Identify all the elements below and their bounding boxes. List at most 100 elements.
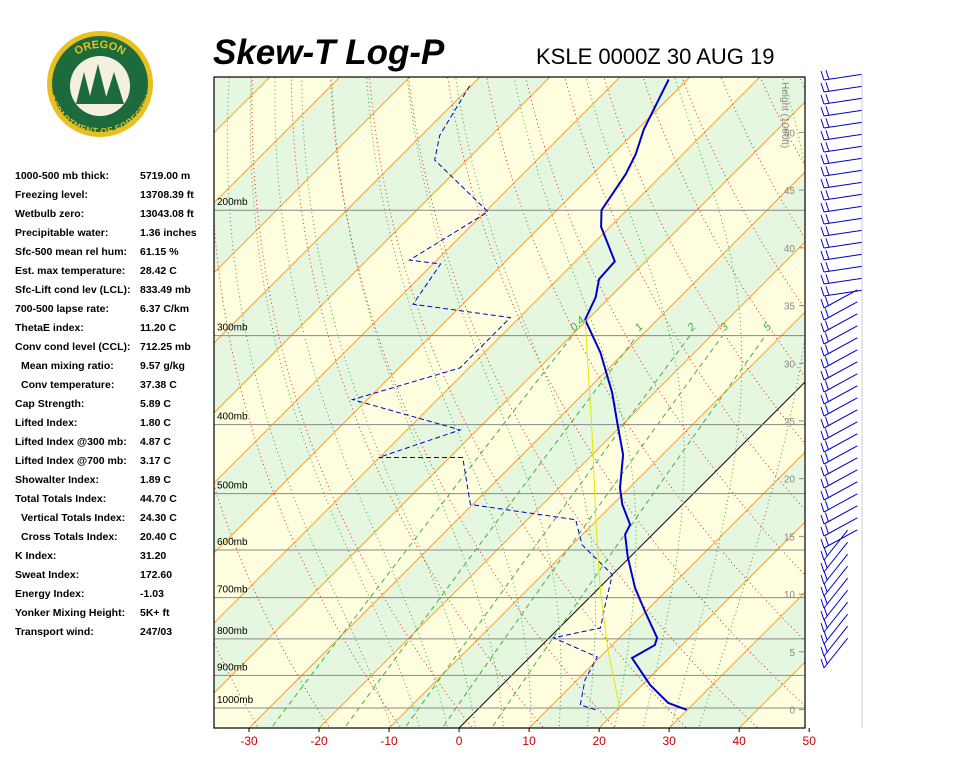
x-tick-label: 20: [592, 734, 606, 748]
barb-staff: [824, 494, 857, 512]
barb-feather: [821, 419, 824, 428]
barb-feather: [821, 359, 824, 368]
index-label: Sfc-500 mean rel hum:: [15, 246, 127, 258]
index-value: 172.60: [140, 569, 172, 581]
barb-feather: [824, 559, 827, 568]
barb-staff: [824, 110, 862, 116]
barb-feather: [826, 82, 829, 91]
barb-feather: [821, 599, 824, 608]
barb-staff: [824, 278, 862, 284]
x-tick-label: -10: [380, 734, 398, 748]
index-label: Yonker Mixing Height:: [15, 607, 125, 619]
barb-feather: [826, 130, 829, 139]
barb-feather: [821, 263, 824, 272]
barb-staff: [824, 554, 848, 584]
barb-feather: [826, 178, 829, 187]
logo: OREGON DEPARTMENT OF FORESTRY: [46, 31, 153, 137]
barb-feather: [824, 655, 827, 664]
barb-staff: [824, 146, 862, 152]
index-label: Sfc-Lift cond lev (LCL):: [15, 284, 131, 296]
barb-staff: [824, 158, 862, 164]
barb-feather: [825, 297, 828, 306]
x-tick-label: 30: [662, 734, 676, 748]
barb-staff: [824, 122, 862, 128]
barb-feather: [821, 515, 824, 524]
barb-feather: [824, 547, 827, 556]
chart-subtitle: KSLE 0000Z 30 AUG 19: [536, 44, 775, 69]
chart-title: Skew-T Log-P: [213, 33, 445, 72]
barb-staff: [824, 182, 862, 188]
barb-feather: [821, 443, 824, 452]
barb-feather: [821, 623, 824, 632]
barb-staff: [824, 290, 862, 296]
barb-feather: [826, 238, 829, 247]
height-label: 0: [789, 706, 795, 717]
index-label: Mean mixing ratio:: [21, 360, 114, 372]
barb-staff: [824, 434, 857, 452]
barb-staff: [824, 242, 862, 248]
index-value: 24.30 C: [140, 512, 177, 524]
barb-staff: [824, 458, 857, 476]
barb-feather: [821, 227, 824, 236]
barb-feather: [825, 345, 828, 354]
height-label: 35: [784, 302, 796, 313]
barb-feather: [826, 142, 829, 151]
index-label: Vertical Totals Index:: [21, 512, 125, 524]
index-label: Precipitable water:: [15, 227, 108, 239]
barb-feather: [826, 94, 829, 103]
barb-feather: [825, 537, 828, 546]
barb-feather: [825, 333, 828, 342]
barb-staff: [824, 566, 848, 596]
index-label: Freezing level:: [15, 189, 88, 201]
barb-staff: [824, 410, 857, 428]
barb-feather: [821, 347, 824, 356]
barb-feather: [824, 595, 827, 604]
barb-feather: [821, 575, 824, 584]
index-value: 5K+ ft: [140, 607, 170, 619]
pressure-label: 900mb: [217, 662, 248, 673]
barb-feather: [821, 107, 824, 116]
barb-feather: [821, 239, 824, 248]
barb-feather: [821, 647, 824, 656]
barb-feather: [824, 631, 827, 640]
barb-staff: [824, 518, 857, 536]
index-value: 5719.00 m: [140, 170, 190, 182]
barb-feather: [825, 429, 828, 438]
barb-feather: [825, 417, 828, 426]
barb-feather: [821, 311, 824, 320]
barb-staff: [824, 326, 857, 344]
isotherm-band: [874, 72, 960, 733]
barb-feather: [825, 393, 828, 402]
index-label: Wetbulb zero:: [15, 208, 84, 220]
barb-feather: [826, 190, 829, 199]
barb-staff: [824, 98, 862, 104]
barb-feather: [821, 119, 824, 128]
index-label: ThetaE index:: [15, 322, 84, 334]
barb-feather: [821, 371, 824, 380]
index-value: 6.37 C/km: [140, 303, 189, 315]
dry-adiabat: [914, 73, 960, 733]
barb-staff: [824, 626, 848, 656]
index-value: 4.87 C: [140, 436, 171, 448]
barb-staff: [824, 614, 848, 644]
barb-feather: [821, 491, 824, 500]
barb-feather: [821, 83, 824, 92]
barb-staff: [824, 338, 857, 356]
height-axis-label: Height (1000ft): [779, 82, 790, 148]
index-value: 20.40 C: [140, 531, 177, 543]
barb-staff: [824, 350, 857, 368]
barb-staff: [824, 398, 857, 416]
barb-staff: [824, 374, 857, 392]
barb-staff: [824, 218, 862, 224]
index-value: 1.36 inches: [140, 227, 197, 239]
barb-feather: [821, 467, 824, 476]
barb-feather: [826, 250, 829, 259]
pressure-label: 300mb: [217, 323, 248, 334]
pressure-label: 700mb: [217, 585, 248, 596]
barb-feather: [821, 563, 824, 572]
height-label: 30: [784, 359, 796, 370]
barb-staff: [824, 506, 857, 524]
barb-feather: [825, 381, 828, 390]
barb-feather: [825, 525, 828, 534]
